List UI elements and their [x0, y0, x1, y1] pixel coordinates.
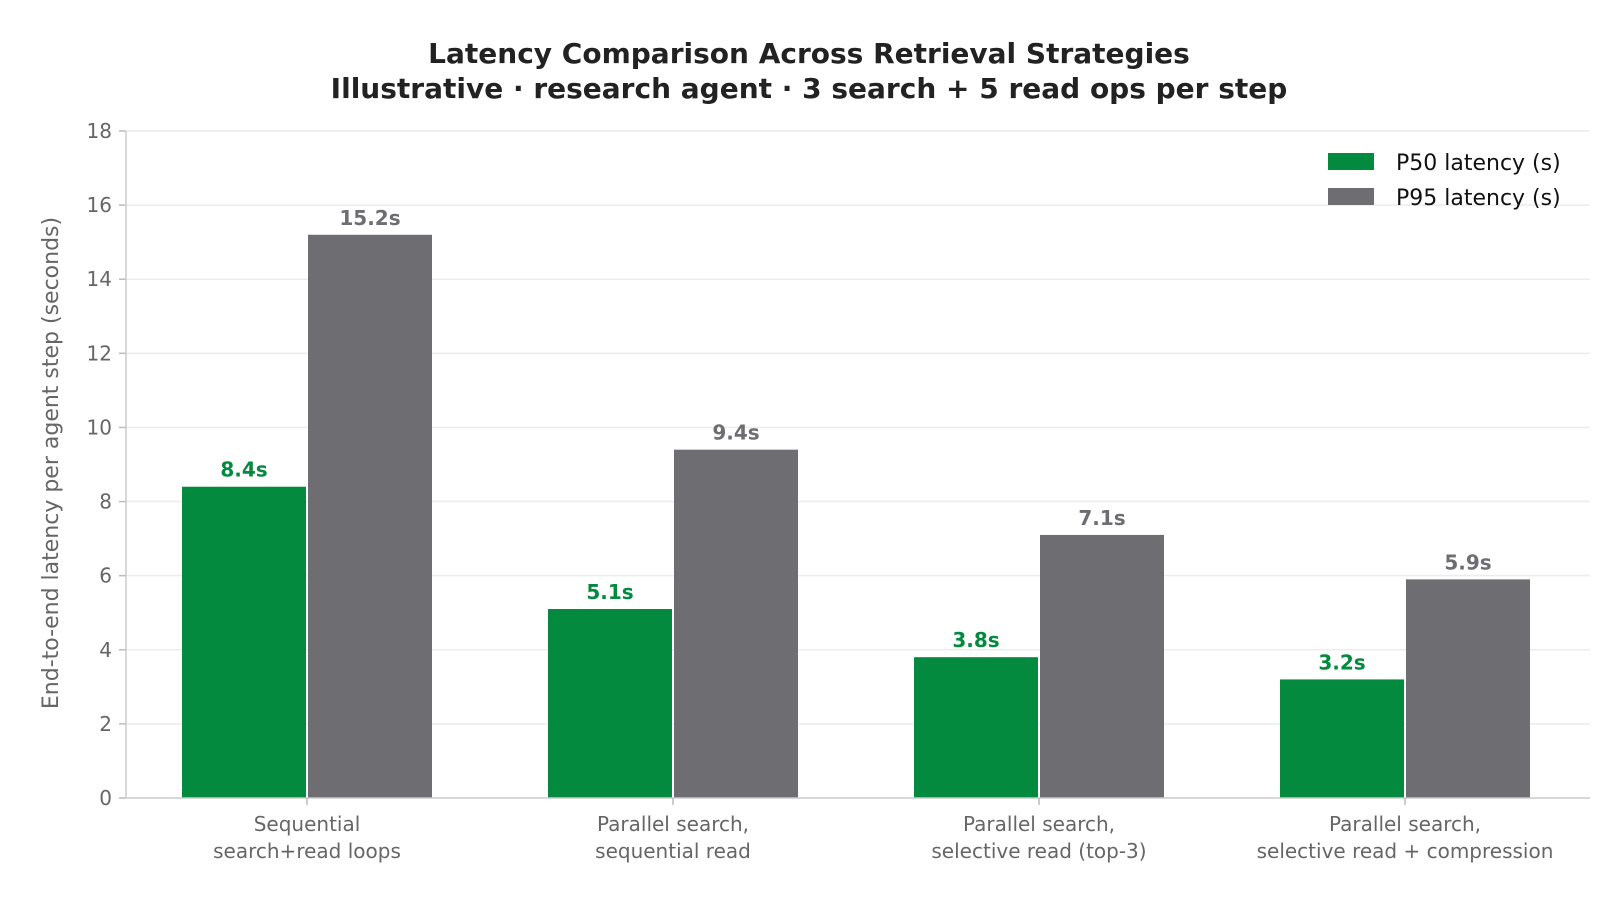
bars — [182, 234, 1530, 798]
y-tick-label: 12 — [87, 341, 112, 365]
data-label-p50: 3.2s — [1318, 650, 1365, 674]
legend-label-p50: P50 latency (s) — [1396, 151, 1561, 176]
bar-p50 — [1280, 679, 1404, 798]
x-tick-label: Parallel search, selective read + compres… — [1257, 812, 1554, 863]
y-tick-label: 16 — [87, 193, 112, 217]
data-label-p95: 15.2s — [339, 206, 400, 230]
legend-swatch-p50 — [1328, 153, 1374, 170]
data-label-p50: 5.1s — [586, 580, 633, 604]
value-labels: 8.4s 15.2s 5.1s 9.4s 3.8s 7.1s 3.2s 5.9s — [220, 206, 1491, 675]
y-tick-label: 4 — [99, 638, 112, 662]
x-tick-label: Parallel search, sequential read — [595, 812, 751, 863]
axes: 0 2 4 6 8 10 12 14 16 18 Sequential search+read loo… — [87, 119, 1590, 863]
legend: P50 latency (s) P95 latency (s) — [1328, 151, 1561, 211]
y-tick-label: 18 — [87, 119, 112, 143]
chart-subtitle: Illustrative · research agent · 3 search… — [331, 72, 1288, 105]
x-tick-label: Parallel search, selective read (top-3) — [931, 812, 1146, 863]
data-label-p95: 7.1s — [1078, 506, 1125, 530]
x-tick-label: Sequential search+read loops — [213, 812, 401, 863]
data-label-p50: 8.4s — [220, 458, 267, 482]
bar-p95 — [308, 234, 432, 798]
y-tick-label: 14 — [87, 267, 112, 291]
bar-p50 — [548, 609, 672, 798]
y-tick-label: 6 — [99, 564, 112, 588]
bar-p50 — [914, 657, 1038, 798]
bar-p50 — [182, 486, 306, 798]
y-tick-label: 2 — [99, 712, 112, 736]
y-axis-label: End-to-end latency per agent step (secon… — [39, 217, 64, 709]
bar-p95 — [1406, 579, 1530, 798]
bar-p95 — [1040, 534, 1164, 798]
legend-label-p95: P95 latency (s) — [1396, 186, 1561, 211]
y-tick-label: 8 — [99, 490, 112, 514]
legend-swatch-p95 — [1328, 188, 1374, 205]
data-label-p95: 5.9s — [1444, 550, 1491, 574]
data-label-p50: 3.8s — [952, 628, 999, 652]
y-tick-label: 0 — [99, 786, 112, 810]
bar-p95 — [674, 449, 798, 798]
y-tick-label: 10 — [87, 415, 112, 439]
data-label-p95: 9.4s — [712, 421, 759, 445]
chart-title: Latency Comparison Across Retrieval Stra… — [428, 37, 1190, 70]
